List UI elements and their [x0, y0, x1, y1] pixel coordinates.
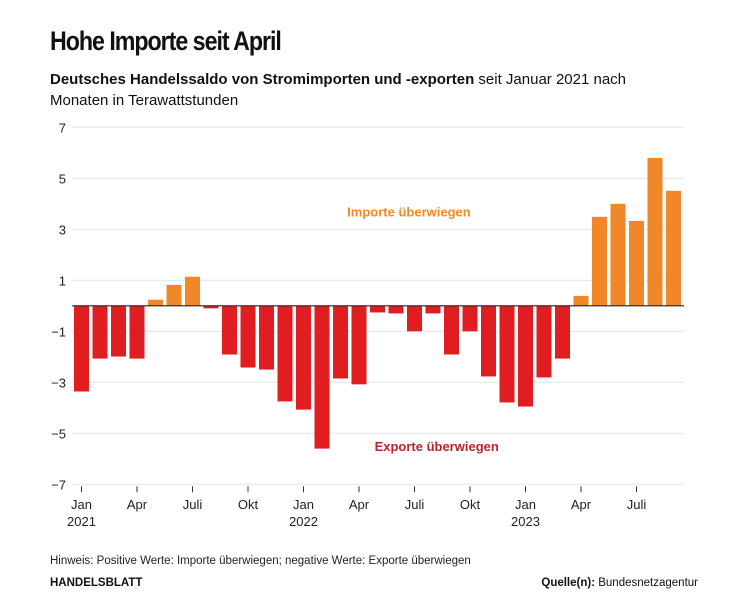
x-tick-label: Juli	[627, 497, 647, 512]
bar-2023-01	[518, 305, 533, 407]
x-year-label: 2022	[289, 514, 318, 529]
bar-2021-01	[74, 305, 89, 392]
x-tick-label: Jan	[515, 497, 536, 512]
brand-logo: HANDELSBLATT	[50, 577, 143, 589]
source-value: Bundesnetzagentur	[595, 577, 698, 589]
bar-2022-11	[481, 305, 496, 377]
bar-2022-05	[370, 305, 385, 313]
bar-2021-02	[92, 305, 108, 359]
bar-2021-09	[222, 305, 237, 355]
bar-2021-03	[111, 305, 126, 357]
bar-2021-04	[129, 305, 145, 359]
bar-2022-12	[499, 305, 515, 403]
bar-2023-04	[573, 295, 589, 306]
bar-2022-07	[407, 305, 422, 332]
annotation-export: Exporte überwiegen	[375, 439, 499, 454]
x-tick-label: Apr	[349, 497, 370, 512]
bar-2023-06	[610, 203, 626, 306]
y-tick-label: 3	[59, 222, 66, 237]
x-tick-label: Juli	[183, 497, 203, 512]
subtitle-bold: Deutsches Handelssaldo von Stromimporten…	[50, 71, 475, 88]
source-label: Quelle(n):	[541, 577, 596, 589]
bar-2021-12	[277, 305, 293, 402]
bar-2023-09	[666, 190, 681, 306]
bar-2023-02	[536, 305, 552, 378]
chart-subtitle: Deutsches Handelssaldo von Stromimporten…	[50, 69, 670, 111]
bar-2021-10	[240, 305, 256, 368]
chart-title: Hohe Importe seit April	[50, 26, 282, 56]
bar-2021-07	[185, 276, 200, 306]
bar-2022-08	[425, 305, 441, 314]
footnote: Hinweis: Positive Werte: Importe überwie…	[50, 555, 471, 567]
bar-2022-03	[333, 305, 348, 379]
y-tick-label: 1	[59, 273, 66, 288]
y-tick-label: 7	[59, 120, 66, 135]
y-tick-label: −1	[51, 324, 66, 339]
bar-2021-05	[148, 299, 163, 306]
x-tick-label: Apr	[127, 497, 148, 512]
source-credit: Quelle(n): Bundesnetzagentur	[541, 577, 698, 589]
y-tick-label: −5	[51, 426, 66, 441]
y-tick-label: −7	[51, 477, 66, 492]
x-tick-label: Juli	[405, 497, 425, 512]
x-tick-label: Okt	[238, 497, 259, 512]
x-tick-label: Jan	[71, 497, 92, 512]
bar-2023-05	[592, 216, 607, 306]
bar-2022-06	[388, 305, 404, 314]
bar-2022-04	[351, 305, 367, 385]
x-year-label: 2023	[511, 514, 540, 529]
bar-2021-08	[203, 305, 219, 309]
x-year-label: 2021	[67, 514, 96, 529]
bar-2022-02	[314, 305, 330, 449]
bar-2023-07	[629, 220, 644, 306]
bar-2022-09	[444, 305, 459, 355]
x-tick-label: Jan	[293, 497, 314, 512]
bar-2022-01	[296, 305, 311, 410]
x-tick-label: Okt	[460, 497, 481, 512]
x-tick-label: Apr	[571, 497, 592, 512]
bar-2021-06	[166, 284, 182, 306]
annotation-import: Importe überwiegen	[347, 204, 471, 219]
bar-2023-08	[647, 157, 663, 306]
bar-2023-03	[555, 305, 570, 359]
bar-2021-11	[259, 305, 274, 370]
subtitle-rest: seit Januar 2021 nach Monaten in Terawat…	[50, 71, 627, 109]
y-tick-label: 5	[59, 171, 66, 186]
bar-2022-10	[462, 305, 478, 332]
y-tick-label: −3	[51, 375, 66, 390]
